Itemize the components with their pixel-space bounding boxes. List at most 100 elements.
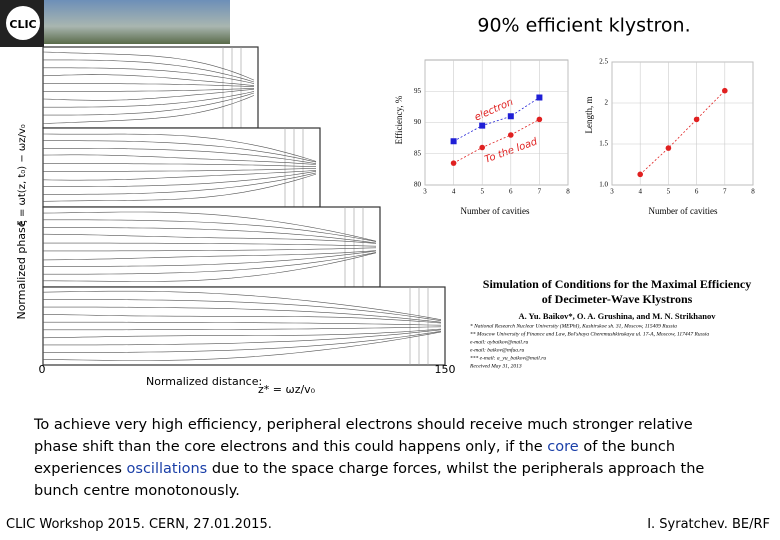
phase-trace bbox=[43, 306, 442, 323]
phase-trace bbox=[43, 331, 442, 353]
paper-title: of Decimeter-Wave Klystrons bbox=[542, 292, 693, 306]
point bbox=[479, 122, 486, 129]
y-tick-label: 1.0 bbox=[599, 181, 608, 189]
point bbox=[508, 132, 514, 138]
eff-y-label: Efficiency, % bbox=[394, 95, 404, 144]
x-tick-label: 6 bbox=[695, 188, 699, 196]
footer-right: I. Syratchev. BE/RF bbox=[647, 517, 770, 532]
phase-trace bbox=[43, 83, 255, 87]
paper-affiliation: *** e-mail: a_yu_baikov@mail.ru bbox=[470, 355, 546, 361]
point bbox=[536, 116, 543, 123]
point bbox=[665, 145, 672, 151]
phase-trace bbox=[43, 326, 442, 331]
paper-affiliation: Received May 31, 2013 bbox=[469, 363, 522, 369]
phase-trace bbox=[43, 250, 377, 267]
x-tick-label: 4 bbox=[452, 188, 456, 196]
phase-trace bbox=[42, 154, 317, 165]
x-tick-label: 6 bbox=[509, 188, 513, 196]
paper-affiliation: e-mail: baikov@mfua.ru bbox=[470, 346, 524, 353]
y-formula: ξ = ωt(z, t₀) − ωz/v₀ bbox=[17, 124, 28, 226]
phase-trace bbox=[43, 168, 317, 172]
x-formula: z* = ωz/v₀ bbox=[258, 383, 316, 396]
x-axis-label: Normalized distance: bbox=[146, 375, 262, 388]
phase-trace bbox=[42, 211, 377, 242]
point bbox=[507, 113, 514, 120]
len-y-label: Length, m bbox=[584, 97, 594, 134]
phase-trace bbox=[42, 233, 377, 244]
text: of the bunch experiences bbox=[34, 439, 676, 477]
phase-trace bbox=[43, 299, 442, 321]
phase-trace bbox=[43, 252, 377, 275]
panel bbox=[42, 206, 381, 288]
x-tick-label: 3 bbox=[610, 188, 614, 196]
y-axis-label: Normalized phase bbox=[15, 220, 28, 319]
series-line bbox=[453, 97, 540, 142]
phase-trace bbox=[42, 314, 442, 324]
phase-trace bbox=[42, 170, 317, 181]
eff-x-label: Number of cavities bbox=[461, 206, 530, 216]
x-tick-label: 7 bbox=[723, 188, 727, 196]
logo-circle bbox=[6, 6, 40, 40]
point bbox=[450, 138, 457, 145]
phase-trace bbox=[42, 328, 442, 339]
len-x-label: Number of cavities bbox=[649, 206, 718, 216]
point bbox=[637, 171, 643, 178]
phase-plot bbox=[42, 46, 446, 366]
phase-trace bbox=[43, 247, 377, 252]
series-label: To the load bbox=[483, 136, 539, 165]
plot-frame bbox=[611, 61, 754, 186]
point bbox=[479, 144, 486, 151]
x-tick-label: 4 bbox=[638, 188, 642, 196]
panel bbox=[42, 46, 259, 129]
paper-title: Simulation of Conditions for the Maximal… bbox=[483, 277, 751, 291]
phase-trace bbox=[42, 95, 255, 124]
phase-trace bbox=[42, 173, 317, 202]
y-tick-label: 1.5 bbox=[599, 140, 608, 148]
phase-trace bbox=[43, 163, 317, 167]
phase-trace bbox=[42, 250, 377, 261]
phase-trace bbox=[42, 74, 255, 86]
body-text: To achieve very high efficiency, periphe… bbox=[34, 414, 734, 502]
x-tick-label: 5 bbox=[480, 188, 484, 196]
phase-trace bbox=[43, 148, 317, 164]
paper-affiliation: e-mail: aybaikov@mail.ru bbox=[470, 339, 528, 345]
text: To achieve very high efficiency, periphe… bbox=[34, 417, 693, 455]
logo-text: CLIC bbox=[9, 18, 36, 31]
y-tick-label: 2.5 bbox=[599, 58, 608, 66]
y-tick-label: 80 bbox=[414, 181, 422, 189]
x-tick-label: 8 bbox=[566, 188, 570, 196]
phase-trace bbox=[43, 88, 255, 92]
phase-trace bbox=[43, 252, 377, 282]
y-tick-label: 95 bbox=[414, 87, 422, 95]
point bbox=[450, 160, 457, 166]
phase-trace bbox=[42, 133, 317, 162]
banner bbox=[44, 0, 230, 44]
footer-left: CLIC Workshop 2015. CERN, 27.01.2015. bbox=[6, 517, 272, 532]
phase-trace bbox=[43, 172, 317, 195]
paper-affiliation: * National Research Nuclear University (… bbox=[470, 322, 677, 329]
phase-trace bbox=[43, 219, 377, 242]
phase-trace bbox=[42, 88, 255, 101]
phase-trace bbox=[42, 290, 442, 320]
x-end: 150 bbox=[435, 363, 456, 376]
point bbox=[536, 94, 543, 101]
point bbox=[693, 116, 700, 123]
phase-trace bbox=[43, 227, 377, 244]
y-tick-label: 90 bbox=[414, 118, 422, 126]
phase-trace bbox=[43, 171, 317, 187]
slide-title: 90% efficient klystron. bbox=[477, 15, 690, 37]
y-tick-label: 85 bbox=[414, 149, 422, 157]
panel bbox=[42, 286, 446, 366]
phase-trace bbox=[42, 51, 255, 81]
y-tick-label: 2 bbox=[605, 99, 609, 107]
phase-trace bbox=[43, 67, 255, 84]
phase-trace bbox=[43, 321, 442, 326]
panel bbox=[42, 127, 321, 208]
phase-trace bbox=[43, 140, 317, 163]
series-label: electron bbox=[473, 97, 515, 124]
highlight: oscillations bbox=[126, 461, 208, 477]
phase-trace bbox=[43, 242, 377, 247]
phase-trace bbox=[43, 59, 255, 83]
